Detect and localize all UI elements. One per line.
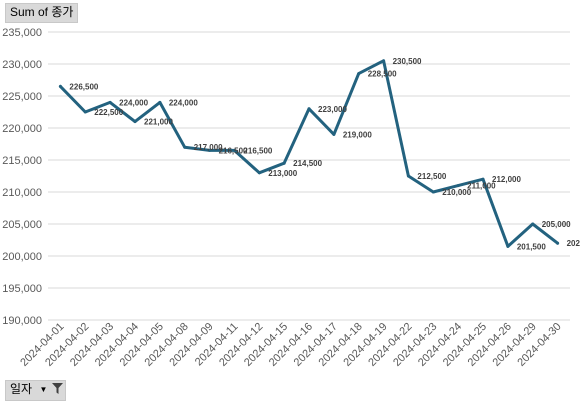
series	[58, 59, 560, 248]
y-tick-label: 195,000	[2, 283, 42, 295]
data-label: 205,000	[542, 220, 571, 229]
y-tick-label: 205,000	[2, 219, 42, 231]
axis-field-label: 일자	[10, 382, 33, 396]
data-point	[307, 107, 311, 111]
data-point	[382, 59, 386, 63]
y-tick-label: 210,000	[2, 187, 42, 199]
axis-field-button[interactable]: 일자 ▼	[5, 380, 66, 401]
data-label: 202,000	[567, 239, 580, 248]
data-point	[158, 100, 162, 104]
data-point	[133, 120, 137, 124]
data-labels: 226,500222,500224,000221,000224,000217,0…	[69, 57, 580, 252]
data-point	[208, 148, 212, 152]
filter-icon[interactable]	[51, 383, 63, 398]
data-point	[481, 177, 485, 181]
data-label: 230,500	[393, 57, 422, 66]
data-label: 213,000	[268, 169, 297, 178]
data-point	[183, 145, 187, 149]
data-point	[531, 222, 535, 226]
x-axis: 2024-04-012024-04-022024-04-032024-04-04…	[18, 321, 563, 369]
y-tick-label: 225,000	[2, 91, 42, 103]
data-point	[332, 132, 336, 136]
data-point	[556, 241, 560, 245]
y-tick-label: 220,000	[2, 123, 42, 135]
data-label: 216,500	[243, 146, 272, 155]
data-label: 223,000	[318, 105, 347, 114]
y-tick-label: 235,000	[2, 27, 42, 39]
data-label: 222,500	[94, 108, 123, 117]
data-point	[406, 174, 410, 178]
data-label: 217,000	[194, 143, 223, 152]
value-field-button[interactable]: Sum of 종가	[5, 3, 79, 23]
data-point	[232, 148, 236, 152]
data-label: 212,500	[417, 172, 446, 181]
y-tick-label: 230,000	[2, 59, 42, 71]
data-point	[257, 171, 261, 175]
data-point	[431, 190, 435, 194]
data-point	[506, 244, 510, 248]
data-point	[108, 100, 112, 104]
data-point	[282, 161, 286, 165]
data-label: 210,000	[442, 188, 471, 197]
data-label: 211,000	[467, 182, 496, 191]
value-field-label: Sum of 종가	[10, 5, 74, 19]
data-point	[357, 72, 361, 76]
data-point	[58, 84, 62, 88]
y-tick-label: 215,000	[2, 155, 42, 167]
data-label: 226,500	[69, 82, 98, 91]
y-axis: 190,000 195,000 200,000 205,000 210,000 215,0…	[2, 27, 42, 327]
data-label: 224,000	[169, 98, 198, 107]
data-label: 221,000	[144, 118, 173, 127]
data-label: 228,500	[368, 70, 397, 79]
data-label: 201,500	[517, 242, 546, 251]
data-label: 212,000	[492, 175, 521, 184]
data-label: 214,500	[293, 159, 322, 168]
series-line	[58, 59, 560, 248]
y-tick-label: 190,000	[2, 315, 42, 327]
gridlines	[48, 31, 570, 321]
y-tick-label: 200,000	[2, 251, 42, 263]
data-label: 219,000	[343, 130, 372, 139]
data-point	[456, 184, 460, 188]
dropdown-arrow-icon[interactable]: ▼	[39, 385, 48, 394]
data-label: 224,000	[119, 98, 148, 107]
data-point	[83, 110, 87, 114]
data-label: 216,500	[219, 146, 248, 155]
